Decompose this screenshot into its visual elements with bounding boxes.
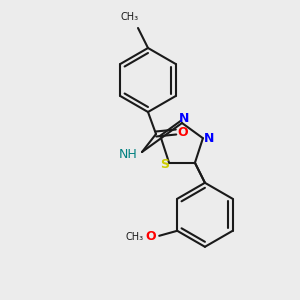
Text: CH₃: CH₃: [121, 12, 139, 22]
Text: N: N: [179, 112, 189, 125]
Text: N: N: [204, 132, 214, 145]
Text: O: O: [146, 230, 156, 243]
Text: CH₃: CH₃: [125, 232, 143, 242]
Text: NH: NH: [119, 148, 138, 160]
Text: S: S: [160, 158, 169, 171]
Text: O: O: [178, 125, 188, 139]
